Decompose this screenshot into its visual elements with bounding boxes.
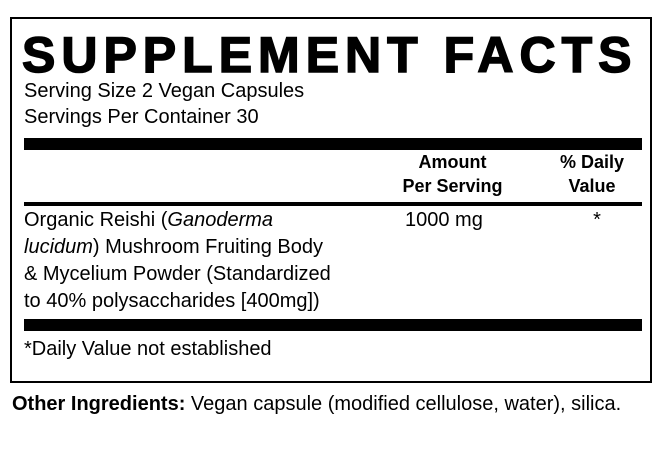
ingredient-name: Organic Reishi (Ganoderma lucidum) Mushr… xyxy=(24,207,394,315)
daily-value-header: % Daily Value xyxy=(542,150,642,198)
dv-header-line1: % Daily xyxy=(559,152,625,172)
other-ingredients-label: Other Ingredients: xyxy=(12,393,186,415)
ingredient-text: & Mycelium Powder (Standardized xyxy=(24,263,331,285)
ingredient-daily-value: * xyxy=(593,209,601,231)
ingredient-latin: lucidum xyxy=(24,236,93,258)
ingredient-text: to 40% polysaccharides [400mg]) xyxy=(24,290,320,312)
header-divider xyxy=(24,202,642,206)
supplement-facts-panel: SUPPLEMENT FACTS Serving Size 2 Vegan Ca… xyxy=(10,17,652,383)
amount-header: Amount Per Serving xyxy=(390,150,515,198)
thick-divider xyxy=(24,138,642,150)
amount-header-line1: Amount xyxy=(418,152,487,172)
ingredient-text: ) Mushroom Fruiting Body xyxy=(92,236,323,258)
servings-per-container: Servings Per Container 30 xyxy=(24,106,259,128)
other-ingredients-text: Vegan capsule (modified cellulose, water… xyxy=(185,393,622,415)
ingredient-latin: Ganoderma xyxy=(167,209,274,231)
thick-divider-bottom xyxy=(24,319,642,331)
serving-size: Serving Size 2 Vegan Capsules xyxy=(24,80,305,102)
ingredient-text: Organic Reishi ( xyxy=(24,209,168,231)
panel-title: SUPPLEMENT FACTS xyxy=(21,27,638,83)
other-ingredients: Other Ingredients: Vegan capsule (modifi… xyxy=(12,391,650,417)
dv-header-line2: Value xyxy=(568,176,616,196)
amount-header-line2: Per Serving xyxy=(402,176,503,196)
ingredient-amount: 1000 mg xyxy=(405,209,483,231)
footnote: *Daily Value not established xyxy=(24,338,272,360)
